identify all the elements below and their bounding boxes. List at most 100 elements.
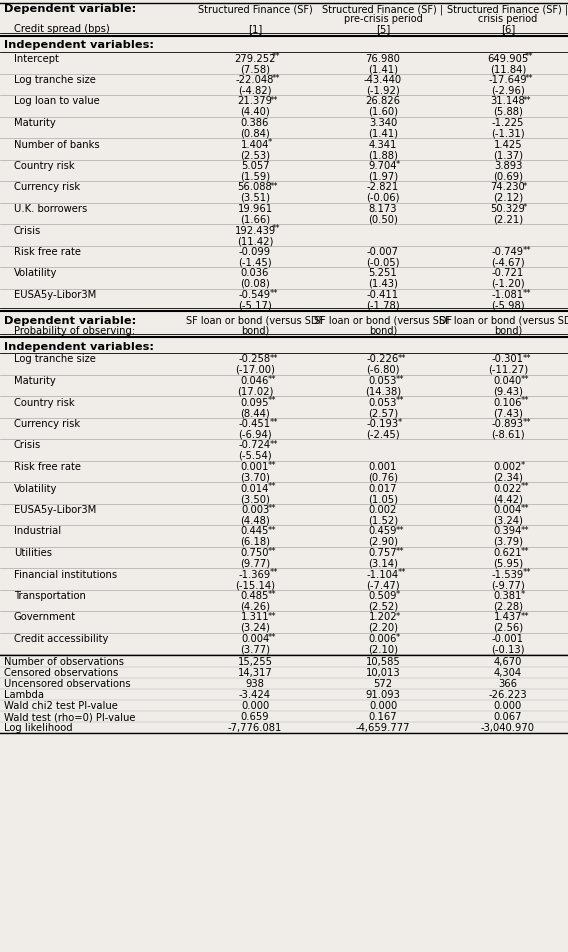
Text: -3,040.970: -3,040.970 [481, 723, 535, 733]
Text: 0.659: 0.659 [241, 712, 269, 722]
Text: -0.226: -0.226 [367, 354, 399, 365]
Text: -1.369: -1.369 [239, 569, 271, 580]
Text: **: ** [525, 74, 533, 83]
Text: -0.893: -0.893 [492, 419, 524, 429]
Text: (1.41): (1.41) [368, 129, 398, 138]
Text: (3.14): (3.14) [368, 559, 398, 568]
Text: (-6.80): (-6.80) [366, 365, 400, 375]
Text: (8.44): (8.44) [240, 408, 270, 418]
Text: -1.539: -1.539 [492, 569, 524, 580]
Text: -3.424: -3.424 [239, 690, 271, 700]
Text: **: ** [268, 611, 276, 621]
Text: (-5.98): (-5.98) [491, 301, 525, 310]
Text: (7.43): (7.43) [493, 408, 523, 418]
Text: 0.046: 0.046 [241, 376, 269, 386]
Text: -4,659.777: -4,659.777 [356, 723, 410, 733]
Text: (-1.20): (-1.20) [491, 279, 525, 289]
Text: pre-crisis period: pre-crisis period [344, 14, 423, 25]
Text: bond): bond) [369, 326, 397, 335]
Text: (3.51): (3.51) [240, 193, 270, 203]
Text: (1.97): (1.97) [368, 171, 398, 182]
Text: **: ** [270, 440, 278, 448]
Text: 0.459: 0.459 [369, 526, 397, 537]
Text: *: * [523, 182, 527, 190]
Text: SF loan or bond (versus SDF: SF loan or bond (versus SDF [314, 315, 452, 326]
Text: Log tranche size: Log tranche size [14, 354, 96, 365]
Text: (6.18): (6.18) [240, 537, 270, 547]
Text: -0.749: -0.749 [492, 247, 524, 257]
Text: -2.821: -2.821 [367, 183, 399, 192]
Text: (-15.14): (-15.14) [235, 580, 275, 590]
Text: Uncensored observations: Uncensored observations [4, 679, 131, 689]
Text: 0.017: 0.017 [369, 484, 397, 493]
Text: 0.485: 0.485 [241, 591, 269, 601]
Text: *: * [398, 418, 402, 427]
Text: 4,304: 4,304 [494, 668, 522, 678]
Text: (3.24): (3.24) [240, 623, 270, 633]
Text: -0.721: -0.721 [492, 268, 524, 279]
Text: -0.451: -0.451 [239, 419, 271, 429]
Text: 91.093: 91.093 [366, 690, 400, 700]
Text: 0.036: 0.036 [241, 268, 269, 279]
Text: -0.411: -0.411 [367, 290, 399, 300]
Text: (-1.92): (-1.92) [366, 86, 400, 95]
Text: -7,776.081: -7,776.081 [228, 723, 282, 733]
Text: 0.004: 0.004 [241, 634, 269, 644]
Text: (-17.00): (-17.00) [235, 365, 275, 375]
Text: (-4.67): (-4.67) [491, 257, 525, 268]
Text: (-5.54): (-5.54) [238, 451, 272, 461]
Text: **: ** [523, 353, 531, 363]
Text: **: ** [398, 568, 406, 578]
Text: -1.081: -1.081 [492, 290, 524, 300]
Text: **: ** [268, 483, 276, 491]
Text: (2.21): (2.21) [493, 214, 523, 225]
Text: bond): bond) [241, 326, 269, 335]
Text: 31.148: 31.148 [491, 96, 525, 107]
Text: Structured Finance (SF) |: Structured Finance (SF) | [448, 5, 568, 15]
Text: [6]: [6] [501, 25, 515, 34]
Text: Dependent variable:: Dependent variable: [4, 315, 136, 326]
Text: (3.77): (3.77) [240, 645, 270, 655]
Text: **: ** [272, 52, 281, 62]
Text: **: ** [520, 396, 529, 406]
Text: (7.58): (7.58) [240, 64, 270, 74]
Text: (2.56): (2.56) [493, 623, 523, 633]
Text: Number of banks: Number of banks [14, 140, 99, 149]
Text: 56.088: 56.088 [237, 183, 273, 192]
Text: **: ** [395, 547, 404, 556]
Text: -43.440: -43.440 [364, 75, 402, 85]
Text: *: * [395, 611, 400, 621]
Text: Country risk: Country risk [14, 161, 74, 171]
Text: Currency risk: Currency risk [14, 419, 80, 429]
Text: **: ** [270, 182, 278, 190]
Text: 26.826: 26.826 [365, 96, 400, 107]
Text: **: ** [268, 633, 276, 642]
Text: Transportation: Transportation [14, 591, 86, 601]
Text: SF loan or bond (versus SDF: SF loan or bond (versus SDF [186, 315, 324, 326]
Text: 0.002: 0.002 [494, 462, 522, 472]
Text: 21.379: 21.379 [237, 96, 273, 107]
Text: -0.258: -0.258 [239, 354, 271, 365]
Text: 5.251: 5.251 [369, 268, 398, 279]
Text: **: ** [268, 547, 276, 556]
Text: 5.057: 5.057 [241, 161, 269, 171]
Text: 366: 366 [499, 679, 517, 689]
Text: Crisis: Crisis [14, 441, 41, 450]
Text: **: ** [523, 418, 531, 427]
Text: 74.230: 74.230 [491, 183, 525, 192]
Text: **: ** [268, 590, 276, 599]
Text: 0.053: 0.053 [369, 376, 397, 386]
Text: *: * [520, 590, 525, 599]
Text: **: ** [268, 504, 276, 513]
Text: (0.50): (0.50) [368, 214, 398, 225]
Text: (-2.96): (-2.96) [491, 86, 525, 95]
Text: (4.26): (4.26) [240, 602, 270, 611]
Text: (-0.13): (-0.13) [491, 645, 525, 655]
Text: Volatility: Volatility [14, 268, 57, 279]
Text: *: * [395, 633, 400, 642]
Text: 0.000: 0.000 [494, 701, 522, 711]
Text: 0.001: 0.001 [369, 462, 397, 472]
Text: (-2.45): (-2.45) [366, 429, 400, 440]
Text: 0.445: 0.445 [241, 526, 269, 537]
Text: (3.50): (3.50) [240, 494, 270, 504]
